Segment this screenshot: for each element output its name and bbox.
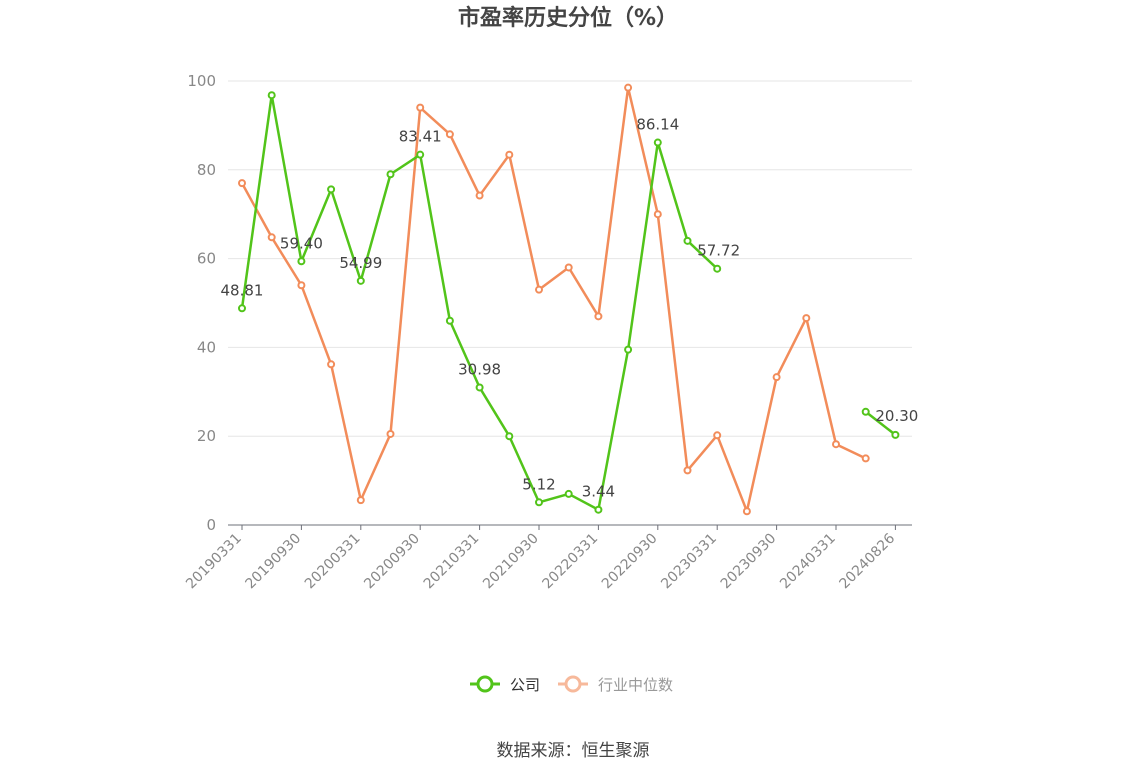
x-tick-label: 20190930 [243, 531, 305, 593]
company-line [240, 93, 719, 511]
x-tick-label: 20230930 [718, 531, 780, 593]
industry-point[interactable] [802, 314, 811, 323]
legend: 公司 行业中位数 [470, 675, 673, 694]
legend-item-company[interactable]: 公司 [470, 675, 540, 694]
industry-point[interactable] [772, 373, 781, 382]
industry-point[interactable] [475, 191, 484, 200]
company-data-label: 59.40 [280, 234, 323, 252]
x-tick-label: 20210930 [480, 531, 542, 593]
industry-point[interactable] [713, 431, 722, 440]
legend-item-industry[interactable]: 行业中位数 [558, 675, 673, 694]
industry-point[interactable] [832, 440, 840, 449]
series-layer [238, 83, 900, 516]
series-company [238, 91, 900, 514]
company-point[interactable] [238, 304, 246, 313]
company-data-label: 20.30 [875, 407, 918, 425]
company-point[interactable] [445, 316, 454, 325]
company-data-label: 54.99 [339, 254, 382, 272]
data-source: 数据来源：恒生聚源 [497, 741, 650, 761]
industry-point[interactable] [535, 285, 543, 294]
y-tick-label: 60 [197, 250, 216, 268]
industry-point[interactable] [297, 281, 306, 290]
industry-point[interactable] [416, 103, 425, 112]
company-point[interactable] [297, 257, 306, 266]
company-data-label: 48.81 [221, 281, 264, 299]
company-point[interactable] [505, 432, 514, 441]
company-line [864, 410, 897, 436]
x-tick-label: 20200331 [302, 531, 364, 593]
company-point[interactable] [267, 91, 276, 100]
industry-point[interactable] [594, 312, 603, 321]
company-point[interactable] [327, 185, 336, 194]
company-point[interactable] [386, 170, 395, 179]
industry-point[interactable] [238, 179, 246, 188]
company-point[interactable] [564, 489, 573, 498]
x-tick-label: 20200930 [361, 531, 423, 593]
x-tick-label: 20210331 [421, 531, 483, 593]
company-point[interactable] [624, 345, 633, 354]
y-tick-label: 100 [187, 72, 216, 90]
legend-industry-marker [564, 675, 582, 693]
company-point[interactable] [653, 138, 662, 147]
legend-industry-label: 行业中位数 [598, 676, 673, 694]
legend-company-marker [476, 675, 494, 693]
industry-point[interactable] [861, 454, 870, 463]
company-point[interactable] [475, 383, 484, 392]
company-point[interactable] [683, 236, 692, 245]
x-tick-label: 20230331 [658, 531, 720, 593]
axis-layer: 0 20 40 60 80 100 2019033120190930202003312020… [183, 72, 912, 592]
industry-point[interactable] [505, 150, 514, 159]
company-data-label: 3.44 [582, 483, 615, 501]
industry-point[interactable] [267, 233, 276, 242]
industry-point[interactable] [742, 507, 751, 516]
industry-point[interactable] [327, 360, 336, 369]
industry-point[interactable] [564, 263, 573, 272]
company-point[interactable] [713, 264, 722, 273]
x-tick-label: 20240331 [777, 531, 839, 593]
industry-point[interactable] [445, 130, 454, 139]
chart-title: 市盈率历史分位（%） [458, 5, 678, 31]
industry-point[interactable] [386, 429, 395, 438]
industry-point[interactable] [683, 466, 692, 475]
y-tick-label: 40 [197, 338, 216, 356]
y-tick-label: 20 [197, 427, 216, 445]
company-point[interactable] [891, 430, 900, 439]
y-tick-label: 80 [197, 161, 216, 179]
company-data-label: 86.14 [636, 116, 679, 134]
company-data-label: 83.41 [399, 128, 442, 146]
company-point[interactable] [535, 498, 543, 507]
industry-point[interactable] [356, 496, 365, 505]
company-data-label: 30.98 [458, 360, 501, 378]
company-point[interactable] [356, 276, 365, 285]
industry-point[interactable] [653, 210, 662, 219]
company-point[interactable] [861, 407, 870, 416]
industry-point[interactable] [624, 83, 633, 92]
industry-line [240, 86, 867, 513]
x-tick-label: 20240826 [837, 530, 899, 592]
grid-layer [228, 80, 912, 437]
x-tick-label: 20190331 [183, 531, 245, 593]
x-tick-label: 20220331 [540, 531, 602, 593]
label-layer: 48.81 59.40 54.99 83.41 30.98 5.12 3.44 86.14 57… [221, 116, 919, 501]
company-point[interactable] [594, 505, 603, 514]
y-tick-label: 0 [206, 516, 216, 534]
company-data-label: 5.12 [522, 475, 555, 493]
x-tick-label: 20220930 [599, 531, 661, 593]
legend-company-label: 公司 [510, 676, 540, 694]
series-industry [238, 83, 870, 516]
company-point[interactable] [416, 150, 425, 159]
company-data-label: 57.72 [697, 242, 740, 260]
